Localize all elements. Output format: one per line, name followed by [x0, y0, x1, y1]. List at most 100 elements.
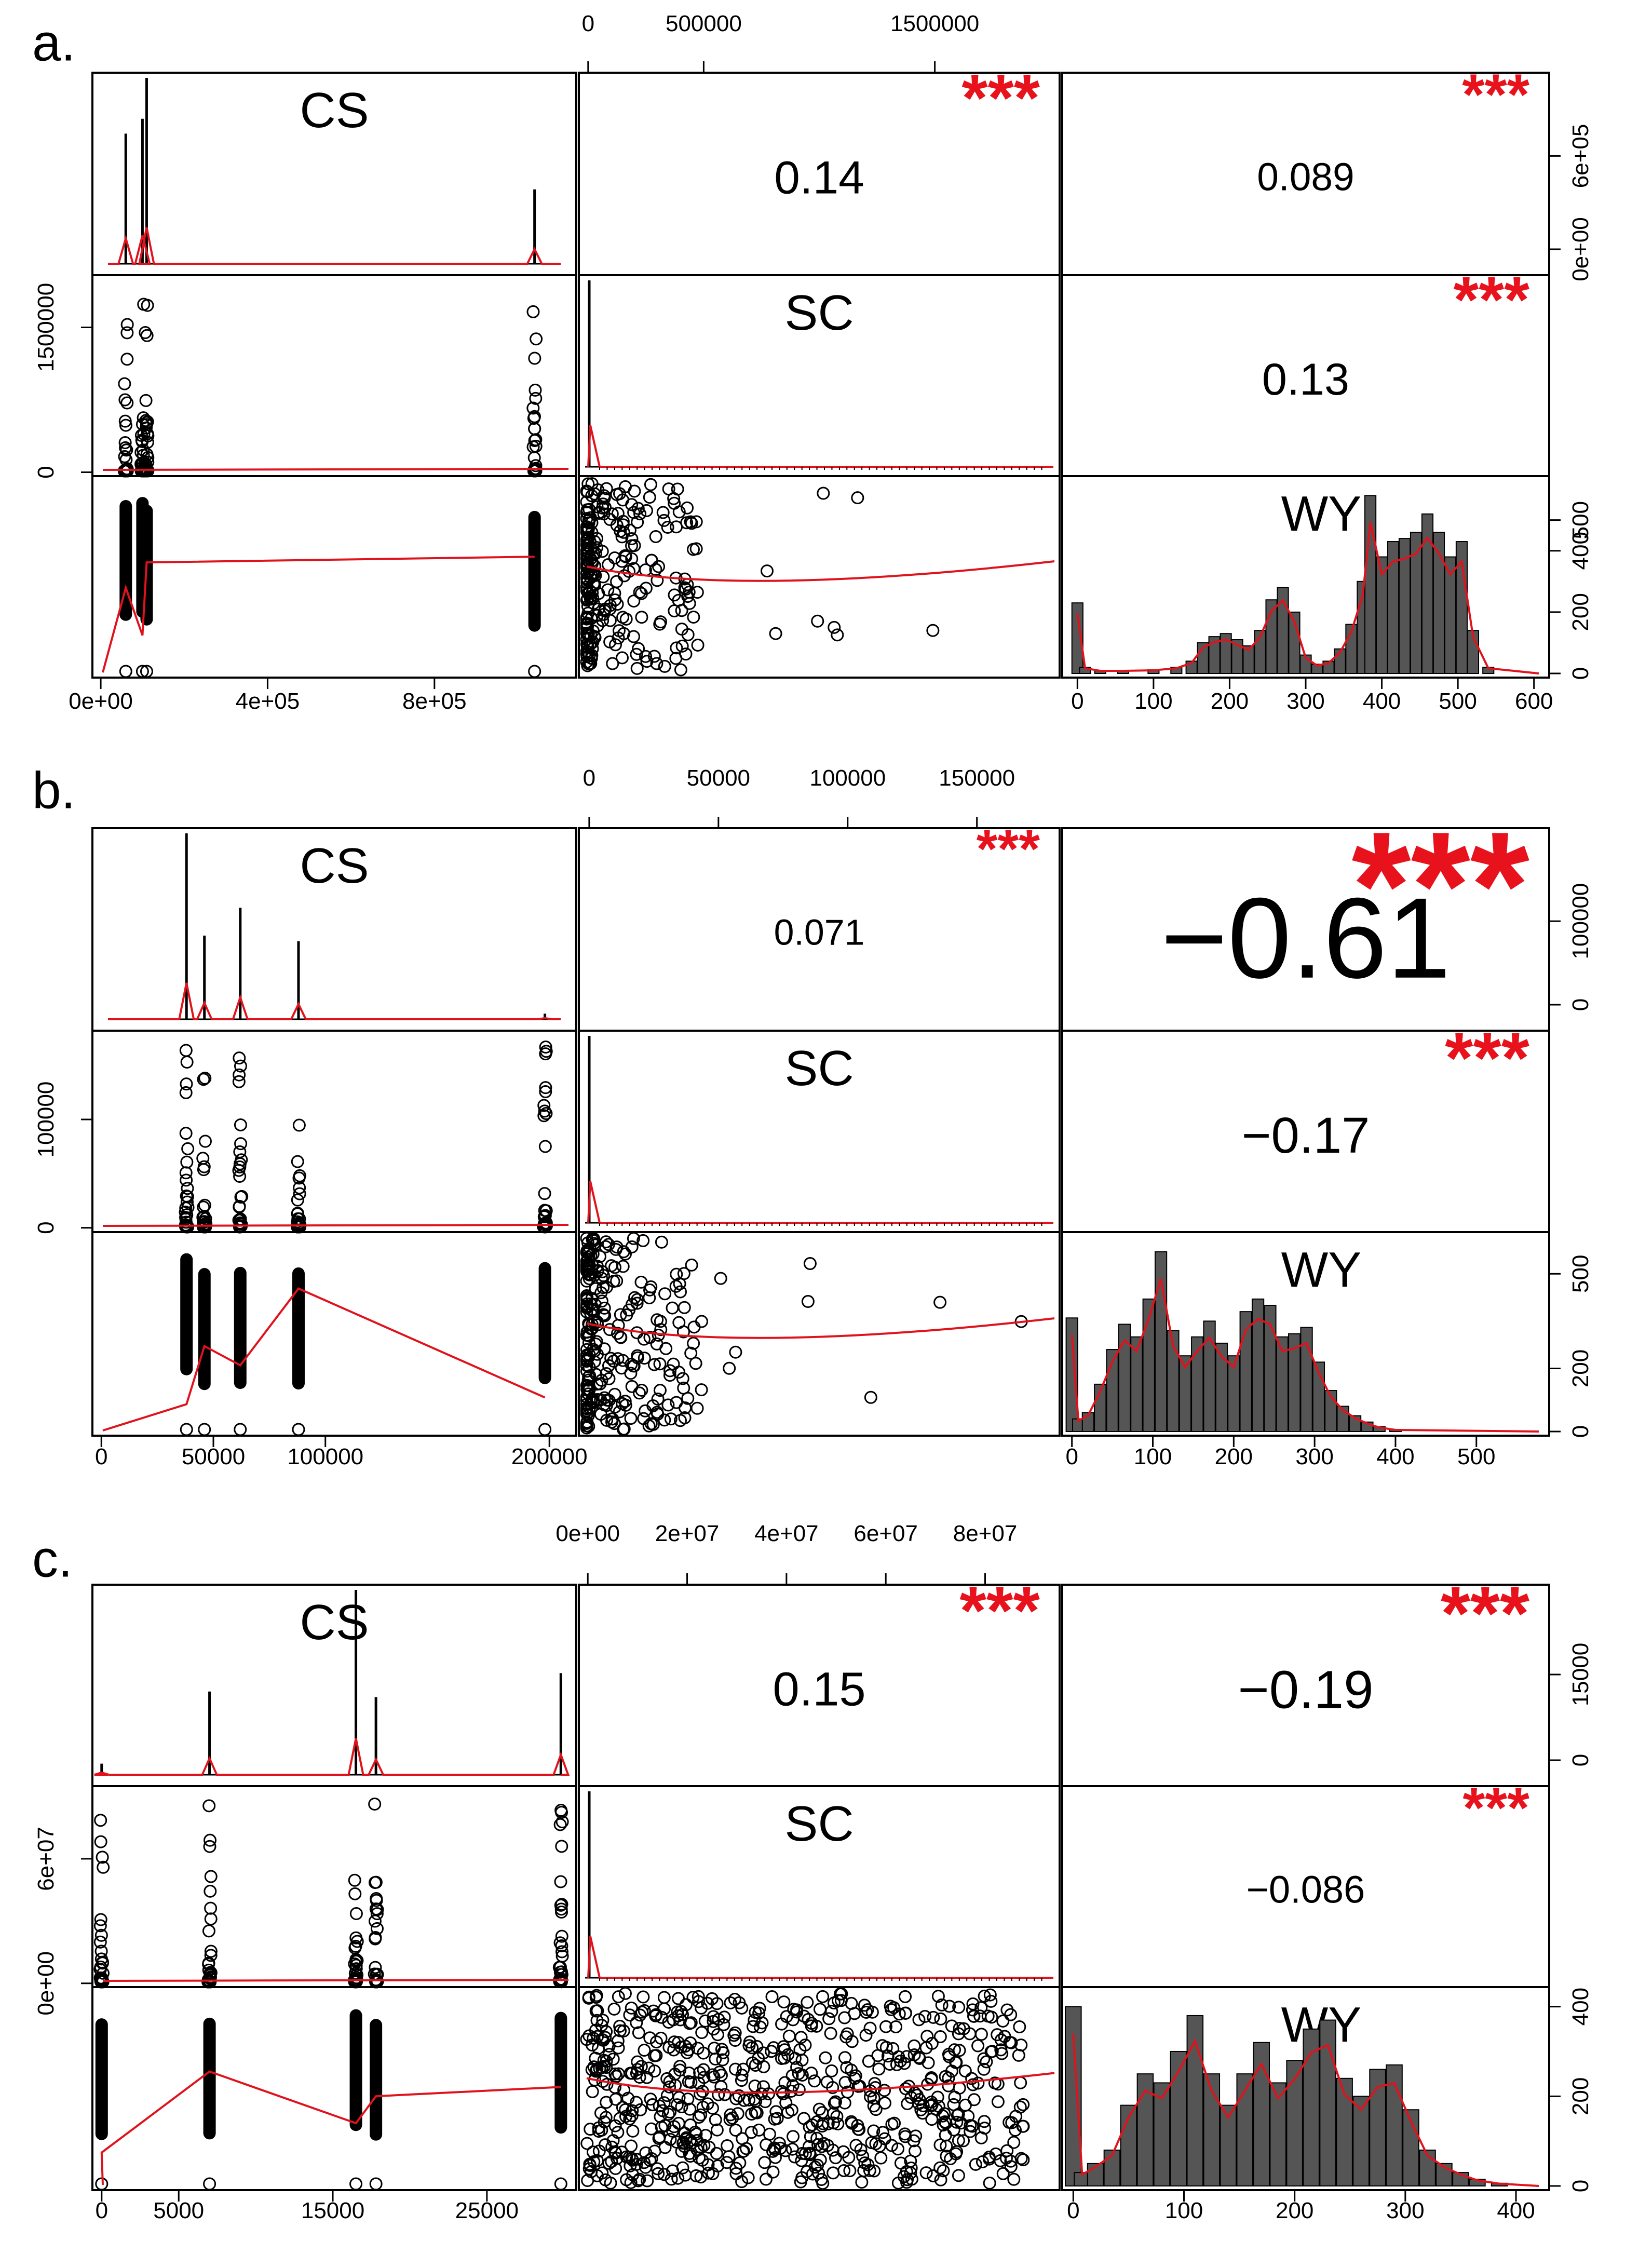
- scatter-point: [910, 2088, 924, 2102]
- scatter-point: [586, 2145, 600, 2159]
- scatter-point: [197, 1073, 210, 1086]
- scatter-point: [977, 2052, 991, 2066]
- scatter-point: [554, 1875, 567, 1888]
- scatter-point: [868, 2164, 881, 2178]
- scatter-point: [872, 2062, 886, 2076]
- loess-line: [102, 1224, 569, 1227]
- scatter-point: [795, 2171, 809, 2184]
- scatter-point: [692, 2111, 706, 2124]
- wy-hist-bar: [1269, 2082, 1286, 2187]
- scatter-point: [203, 1840, 216, 1853]
- scatter-point: [618, 1247, 632, 1261]
- scatter-point: [602, 1372, 616, 1385]
- scatter-point: [611, 2126, 625, 2139]
- count-tick-label: 400: [1568, 532, 1593, 570]
- scatter-point: [614, 1330, 627, 1344]
- scatter-point: [689, 2169, 703, 2182]
- scatter-point: [790, 2005, 804, 2019]
- scatter-point: [1007, 2172, 1021, 2186]
- scatter-point: [813, 2003, 827, 2016]
- scatter-point: [689, 542, 703, 556]
- scatter-point: [774, 2141, 787, 2155]
- scatter-point: [938, 2115, 952, 2128]
- scatter-point: [862, 2055, 875, 2068]
- scatter-point: [679, 1401, 692, 1415]
- scatter-point: [899, 2006, 912, 2020]
- scatter-point: [797, 2009, 811, 2023]
- scatter-point: [348, 1887, 362, 1900]
- scatter-point: [119, 441, 132, 454]
- significance-stars: ***: [1453, 263, 1529, 336]
- scatter-point: [620, 2150, 633, 2164]
- scatter-point: [583, 564, 596, 578]
- scatter-point: [93, 1919, 107, 1933]
- scatter-point: [204, 1912, 218, 1926]
- scatter-point: [527, 451, 541, 465]
- scatter-point: [291, 1155, 304, 1168]
- scatter-point: [869, 2137, 883, 2151]
- scatter-point: [204, 1945, 218, 1958]
- cell-frame-2-2: [1061, 1986, 1550, 2191]
- scatter-point: [595, 1294, 608, 1308]
- scatter-point: [591, 2004, 604, 2017]
- scatter-point: [180, 1423, 193, 1436]
- scatter-point: [646, 2098, 659, 2112]
- scatter-point: [1003, 2035, 1017, 2049]
- wy-hist-bar: [1170, 2050, 1187, 2186]
- scatter-point: [643, 1283, 657, 1297]
- scatter-point: [785, 2069, 799, 2083]
- scatter-point: [637, 1332, 651, 1346]
- scatter-point: [665, 2172, 678, 2186]
- scatter-point: [735, 2175, 749, 2189]
- scatter-point: [713, 2066, 726, 2079]
- wy-tick-label: 0: [1065, 1444, 1078, 1469]
- scatter-point: [668, 604, 681, 618]
- scatter-point: [706, 2101, 720, 2115]
- scatter-point: [650, 657, 663, 670]
- panel-label: c.: [32, 1530, 73, 1588]
- scatter-point: [598, 1342, 611, 1356]
- wy-hist-bar: [1203, 1320, 1216, 1432]
- scatter-point: [349, 1975, 363, 1989]
- scatter-point: [603, 599, 617, 612]
- scatter-point: [939, 2116, 953, 2130]
- scatter-point: [710, 2123, 724, 2137]
- cs-density-line: [108, 227, 561, 265]
- scatter-point: [204, 1870, 218, 1883]
- scatter-point: [810, 2019, 823, 2033]
- sc-top-tick-label: 6e+07: [854, 1521, 918, 1546]
- scatter-point: [553, 1961, 567, 1974]
- scatter-point: [204, 1949, 218, 1962]
- scatter-point: [603, 635, 617, 649]
- scatter-point: [829, 2095, 842, 2109]
- scatter-point: [582, 587, 595, 601]
- scatter-point: [654, 1315, 667, 1328]
- scatter-point: [649, 530, 662, 543]
- scatter-point: [687, 611, 700, 624]
- wy-hist-bar: [1167, 1330, 1180, 1433]
- scatter-point: [653, 617, 667, 631]
- loess-line: [102, 556, 535, 673]
- scatter-point: [528, 352, 541, 365]
- scatter-point: [587, 2060, 601, 2074]
- scatter-point: [232, 1075, 246, 1088]
- scatter-point: [767, 2041, 780, 2055]
- scatter-point: [643, 1331, 657, 1344]
- correlation-value: −0.086: [1247, 1868, 1365, 1911]
- scatter-point: [857, 2164, 871, 2177]
- scatter-point: [584, 1267, 597, 1281]
- wy-hist-bar: [1435, 2163, 1453, 2186]
- scatter-point: [613, 487, 626, 501]
- variable-label-cs: CS: [300, 83, 369, 138]
- significance-stars: ***: [1462, 1776, 1529, 1840]
- scatter-point: [196, 1152, 210, 1165]
- scatter-point: [136, 665, 149, 678]
- scatter-point: [198, 1135, 212, 1148]
- scatter-point: [641, 2174, 654, 2188]
- scatter-point: [701, 2166, 715, 2180]
- scatter-point: [580, 1293, 593, 1307]
- scatter-point: [982, 2152, 996, 2166]
- scatter-point: [824, 2027, 837, 2040]
- scatter-point: [581, 477, 595, 491]
- scatter-point: [985, 2010, 998, 2024]
